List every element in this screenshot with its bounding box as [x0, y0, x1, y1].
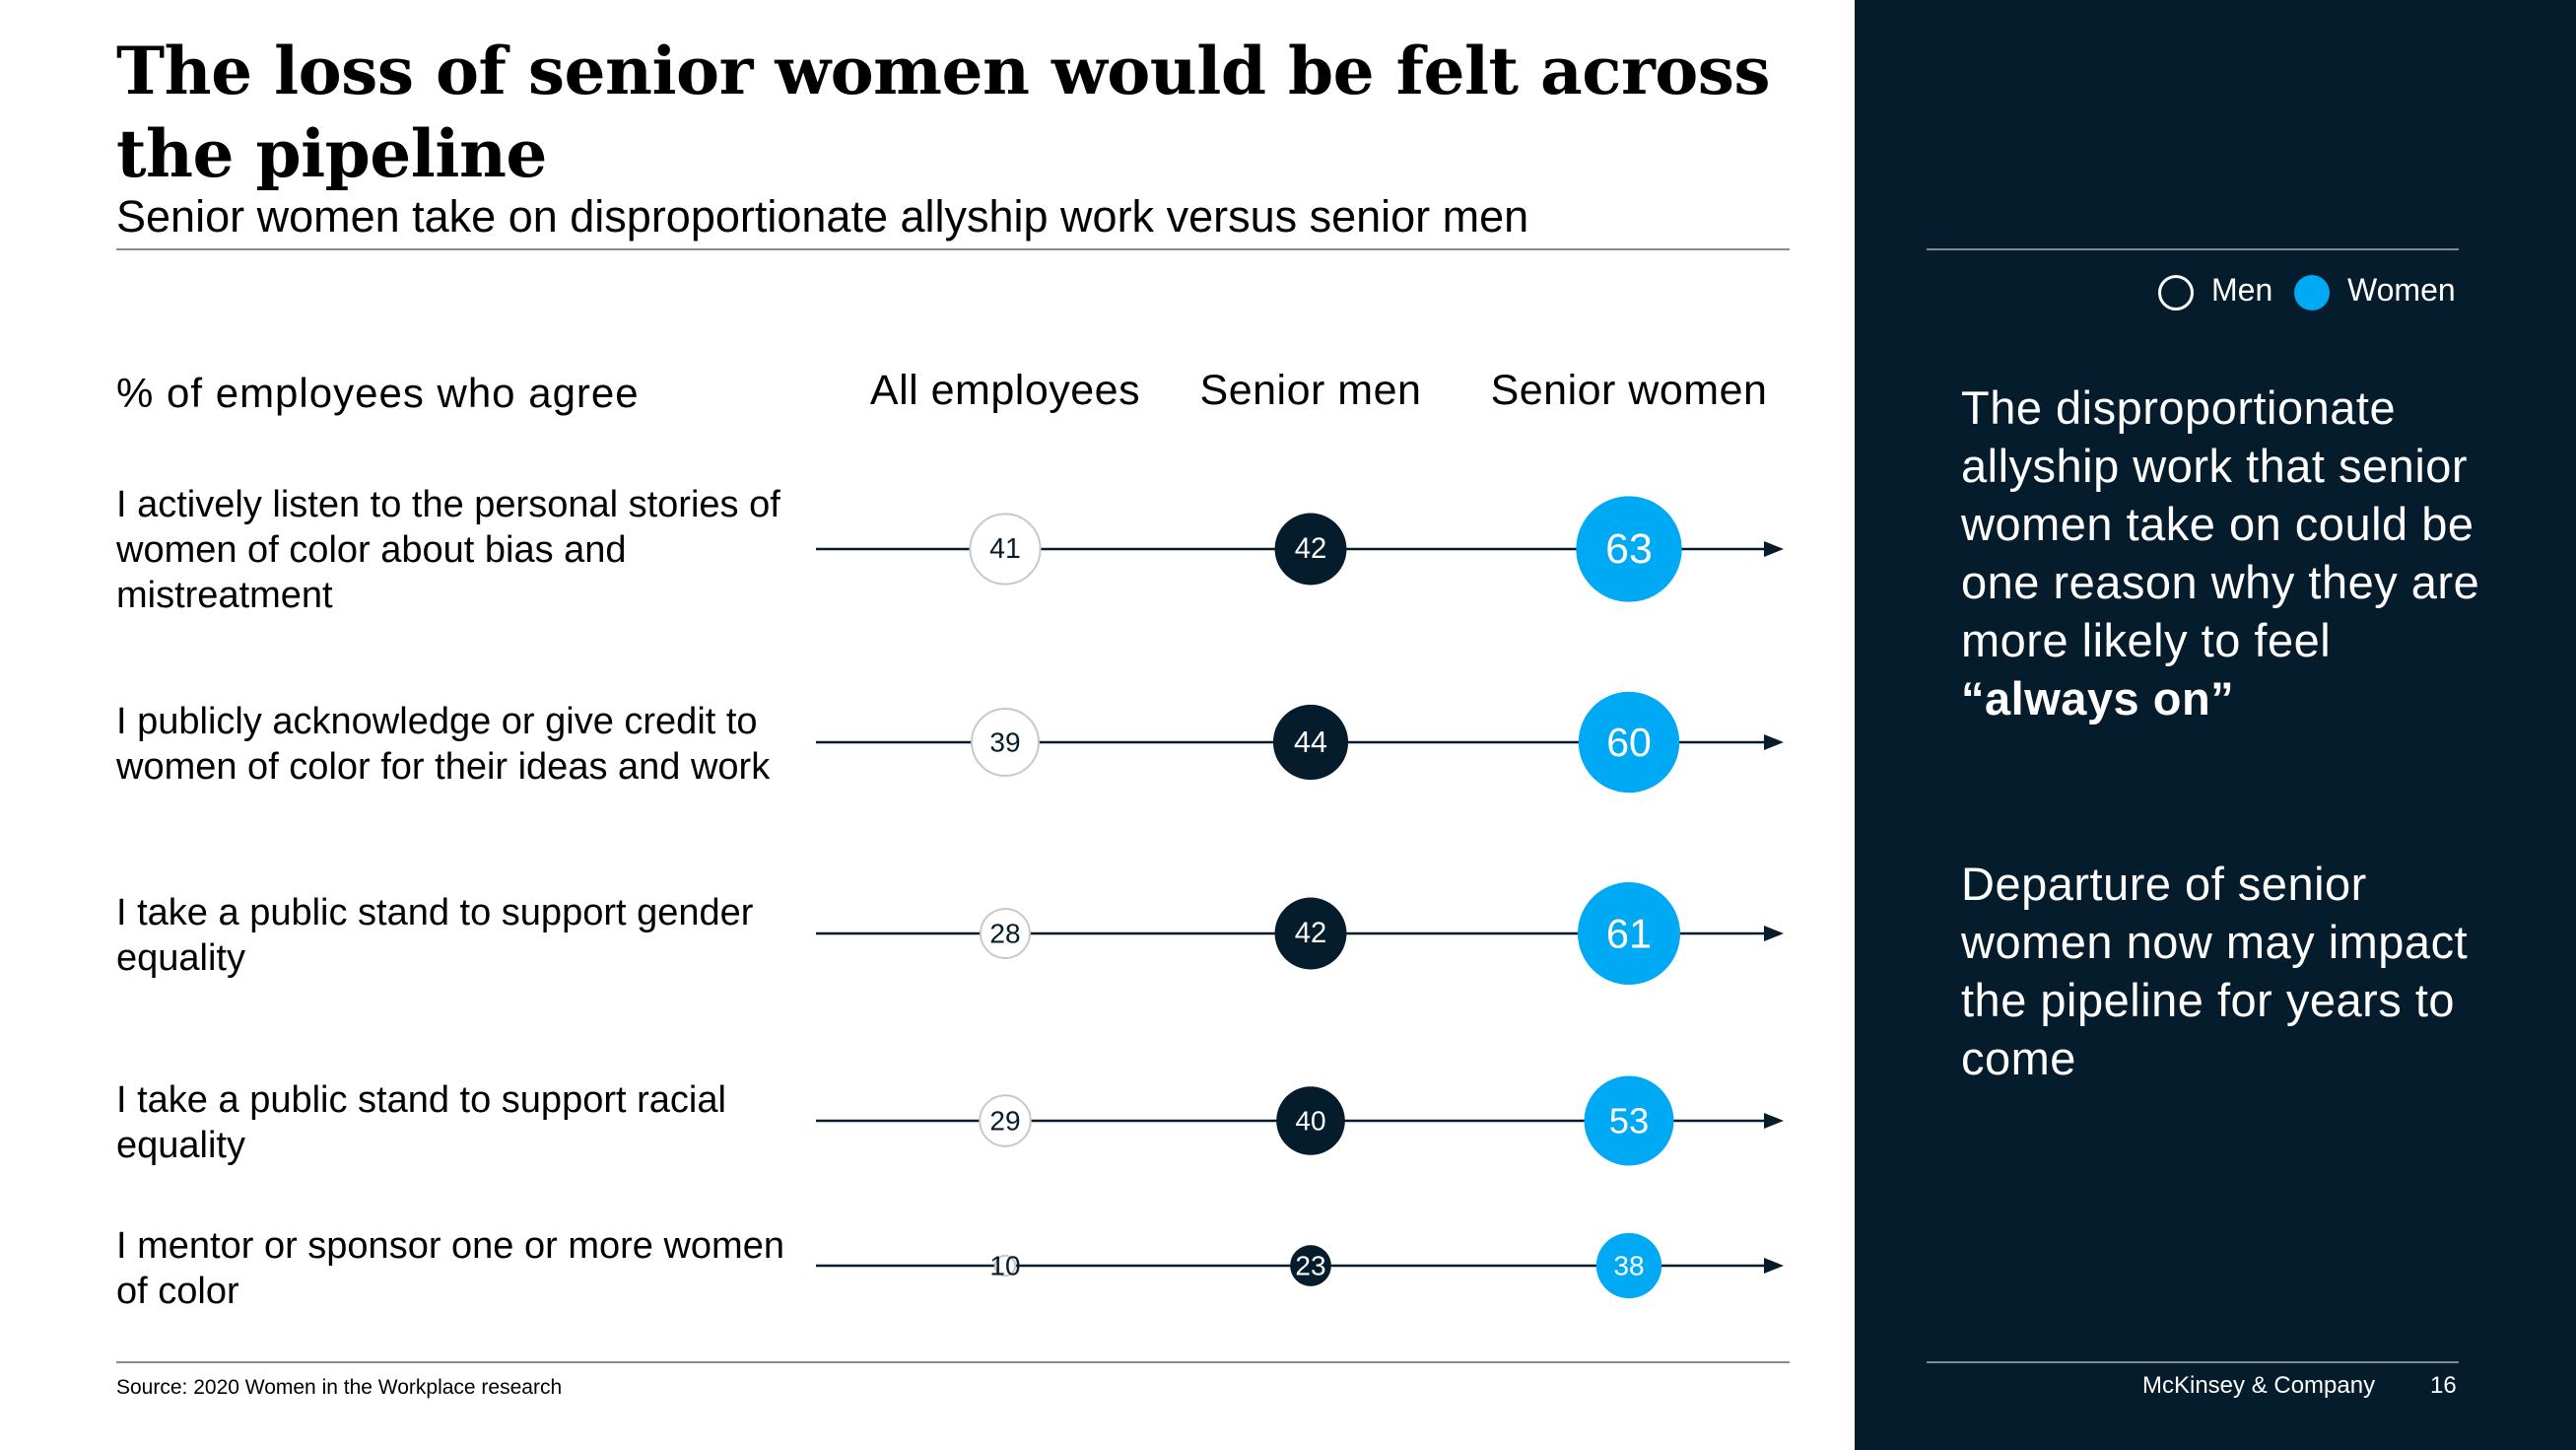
- bubble-senior-women-label: 63: [1605, 525, 1653, 573]
- legend-women-label: Women: [2347, 272, 2456, 308]
- bubble-all-employees: [969, 513, 1042, 586]
- row-label-racial-equality: I take a public stand to support racial …: [116, 1079, 726, 1166]
- bubble-senior-women: [1577, 881, 1681, 986]
- bubble-senior-men-label: 42: [1295, 533, 1326, 565]
- insight-panel: [1855, 0, 2576, 1450]
- column-header-senior-women: Senior women: [1490, 367, 1768, 414]
- bubble-all-employees: [971, 708, 1040, 777]
- bubble-senior-men: [1274, 513, 1347, 586]
- row-label-mentor: I mentor or sponsor one or more women of…: [116, 1225, 784, 1312]
- page-subtitle: Senior women take on disproportionate al…: [116, 191, 1529, 242]
- bubble-senior-women: [1584, 1075, 1674, 1166]
- legend-women-icon: [2294, 275, 2330, 311]
- insight-text-2: Departure of senior women now may impact…: [1961, 858, 2469, 1084]
- bubble-senior-women-label: 53: [1609, 1101, 1649, 1141]
- source-note: Source: 2020 Women in the Workplace rese…: [116, 1376, 563, 1399]
- bubble-senior-women: [1576, 496, 1682, 602]
- page-number: 16: [2430, 1372, 2457, 1399]
- bubble-senior-women-label: 61: [1606, 911, 1652, 957]
- row-label-acknowledge: I publicly acknowledge or give credit to…: [116, 701, 771, 788]
- bubble-all-employees-label: 10: [989, 1251, 1020, 1281]
- bubble-senior-women: [1595, 1232, 1662, 1299]
- bubble-all-employees: [979, 1094, 1032, 1147]
- bubble-senior-men: [1276, 1086, 1345, 1155]
- bubble-senior-men-label: 23: [1295, 1251, 1325, 1281]
- insight-text-1-emphasis: “always on”: [1961, 672, 2235, 725]
- row-arrowhead: [1764, 1258, 1784, 1274]
- column-header-all-employees: All employees: [869, 367, 1141, 414]
- bubble-senior-men-label: 42: [1295, 918, 1326, 949]
- bubble-senior-women: [1578, 691, 1680, 794]
- row-arrowhead: [1764, 1113, 1784, 1129]
- bubble-all-employees-label: 29: [989, 1106, 1020, 1137]
- bubble-senior-women-label: 38: [1613, 1251, 1644, 1281]
- footer-divider: [116, 1361, 1790, 1363]
- bubble-all-employees: [993, 1254, 1017, 1277]
- bubble-senior-men: [1272, 704, 1349, 781]
- row-label-listen: I actively listen to the personal storie…: [116, 484, 780, 616]
- bubble-chart: 41 42 63 39 44 60 28 42 61 29 40 53 10 23 38: [816, 496, 1784, 1299]
- bubble-all-employees: [980, 908, 1031, 959]
- legend-men-icon: [2158, 275, 2194, 311]
- bubble-all-employees-label: 39: [989, 727, 1020, 758]
- title-divider: [116, 248, 1790, 250]
- row-arrowhead: [1764, 541, 1784, 557]
- insight-text-1: The disproportionate allyship work that …: [1961, 379, 2513, 727]
- row-arrowhead: [1764, 734, 1784, 750]
- bubble-all-employees-label: 41: [989, 533, 1021, 565]
- bubble-senior-men: [1290, 1245, 1331, 1286]
- bubble-senior-men-label: 40: [1295, 1106, 1325, 1137]
- row-arrowhead: [1764, 926, 1784, 941]
- footer-brand: McKinsey & Company: [2142, 1372, 2376, 1399]
- page-title: The loss of senior women would be felt a…: [116, 33, 1771, 192]
- bubble-senior-men-label: 44: [1294, 725, 1327, 759]
- legend-men-label: Men: [2211, 272, 2273, 308]
- bubble-senior-men: [1274, 897, 1347, 970]
- bubble-all-employees-label: 28: [989, 919, 1020, 949]
- insight-text-1-body: The disproportionate allyship work that …: [1961, 381, 2480, 666]
- panel-bottom-divider: [1927, 1361, 2459, 1363]
- row-label-gender-equality: I take a public stand to support gender …: [116, 892, 754, 979]
- panel-top-divider: [1927, 248, 2459, 250]
- bubble-senior-women-label: 60: [1606, 720, 1652, 765]
- column-header-senior-men: Senior men: [1199, 367, 1422, 414]
- measure-label: % of employees who agree: [116, 370, 640, 416]
